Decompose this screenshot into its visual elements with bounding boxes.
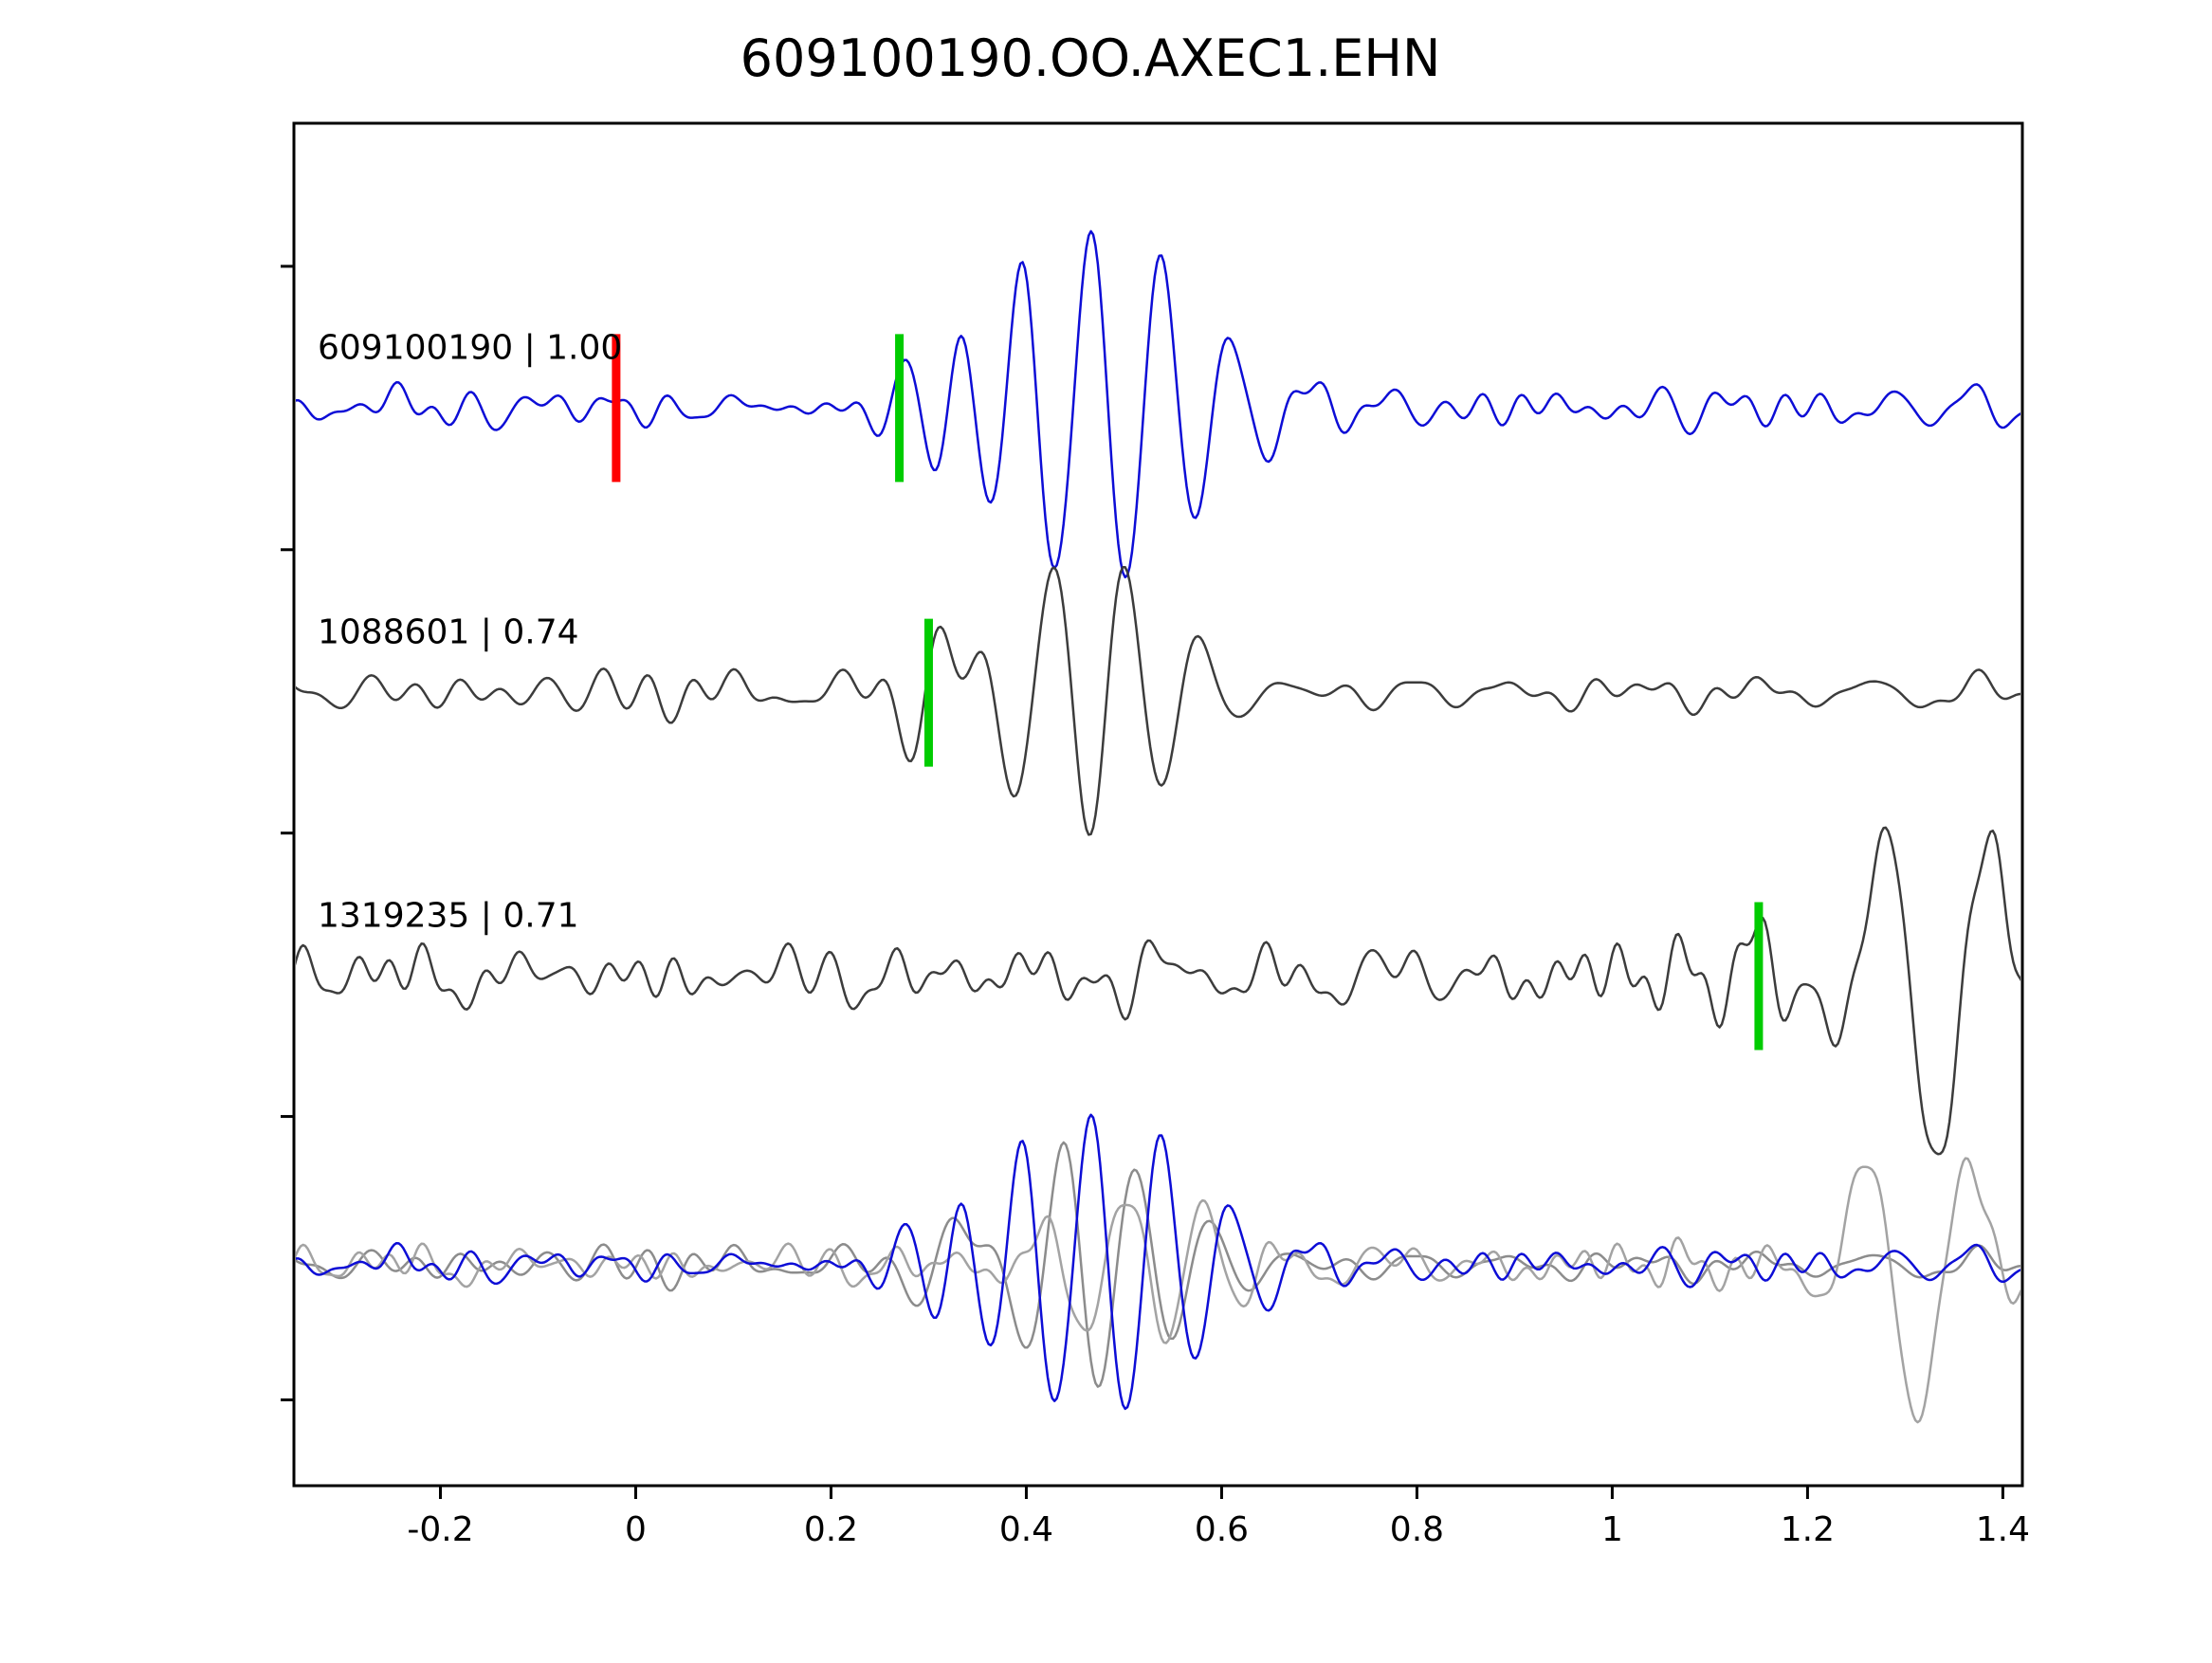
trace-overlay-1319235 (296, 1157, 2020, 1424)
x-tick-label: 0.4 (999, 1510, 1053, 1549)
trace-overlay-609100190 (296, 1113, 2020, 1411)
y-axis (281, 265, 294, 1401)
x-tick-label: 0.8 (1390, 1510, 1444, 1549)
x-tick-label: 0.2 (804, 1510, 858, 1549)
trace-1319235 (296, 826, 2020, 1156)
x-axis: -0.2 0 0.2 0.4 0.6 0.8 1 1.2 1.4 (407, 1486, 2030, 1549)
trace-overlay-1088601 (296, 1141, 2020, 1388)
trace-609100190 (296, 229, 2020, 579)
x-tick-label: 1.4 (1976, 1510, 2030, 1549)
trace-1088601 (296, 565, 2020, 836)
x-tick-label: 0 (625, 1510, 647, 1549)
plot-area: -0.2 0 0.2 0.4 0.6 0.8 1 1.2 1.4 609100190 | 1.00… (281, 121, 2030, 1549)
chart-title: 609100190.OO.AXEC1.EHN (740, 28, 1441, 88)
x-tick-label: 0.6 (1195, 1510, 1249, 1549)
trace-label-609100190: 609100190 | 1.00 (318, 328, 622, 367)
x-tick-label: 1 (1601, 1510, 1623, 1549)
trace-label-1319235: 1319235 | 0.71 (318, 897, 579, 936)
x-tick-label: -0.2 (407, 1510, 473, 1549)
trace-label-1088601: 1088601 | 0.74 (318, 613, 579, 652)
trace-labels: 609100190 | 1.00 1088601 | 0.74 1319235 | … (318, 328, 622, 935)
waveforms (296, 229, 2020, 1424)
plot-border (292, 121, 2024, 1488)
x-tick-label: 1.2 (1781, 1510, 1835, 1549)
